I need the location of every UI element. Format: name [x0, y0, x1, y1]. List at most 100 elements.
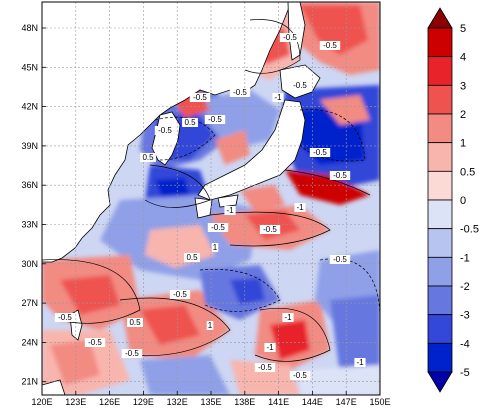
kyushu: [194, 197, 213, 219]
svg-text:1: 1: [213, 243, 218, 252]
svg-text:-0.5: -0.5: [293, 371, 307, 380]
lon-tick-label: 123E: [65, 397, 86, 407]
contour-label: 1: [206, 321, 214, 330]
lat-axis: 48N 45N 42N 39N 36N 33N 30N 27N 24N 21N: [21, 23, 46, 387]
lat-tick-label: 48N: [21, 23, 38, 33]
colorbar-box: [427, 199, 453, 230]
contour-label: -0.5: [189, 93, 211, 102]
svg-text:-1: -1: [226, 206, 234, 215]
colorbar-box: [427, 56, 453, 86]
svg-text:0.5: 0.5: [129, 318, 141, 327]
contour-label: -0.5: [229, 88, 251, 97]
contour-label: -0.5: [279, 33, 301, 42]
lat-tick-label: 24N: [21, 337, 38, 347]
plot-area: -0.5-0.5-0.5-0.5-0.5-10.5 -0.5-0.5-0.50.5…: [42, 2, 380, 395]
lon-tick-label: 147E: [336, 397, 357, 407]
svg-text:-0.5: -0.5: [208, 115, 222, 124]
colorbar-box: [427, 342, 453, 373]
korea: [151, 111, 181, 166]
contour-label: -0.5: [169, 290, 191, 299]
contour-label: -1: [282, 313, 294, 322]
contour-label: -1: [224, 206, 236, 215]
lon-tick-label: 141E: [268, 397, 289, 407]
lat-tick-label: 42N: [21, 102, 38, 112]
colorbar-label: -1: [460, 252, 470, 264]
lon-tick-label: 144E: [302, 397, 323, 407]
contour-label: -0.5: [289, 371, 311, 380]
colorbar-box: [427, 285, 453, 316]
contour-label: -0.5: [329, 255, 351, 264]
contour-label: -0.5: [121, 349, 143, 358]
contour-label: 0.5: [182, 118, 198, 127]
lat-tick-label: 36N: [21, 180, 38, 190]
contour-label: -0.5: [204, 115, 226, 124]
contour-label: -0.5: [207, 223, 229, 232]
svg-text:-0.5: -0.5: [283, 33, 297, 42]
svg-text:-1: -1: [296, 203, 304, 212]
colorbar: 5 4 3 2 1 0.5 0 -0.5 -1 -2 -3 -4 -5: [427, 7, 479, 393]
contour-label: -0.5: [154, 126, 176, 135]
contour-label: -0.5: [254, 363, 276, 372]
contour-label: -0.5: [259, 225, 281, 234]
contour-label: -0.5: [309, 148, 331, 157]
svg-text:-0.5: -0.5: [333, 255, 347, 264]
svg-text:-0.5: -0.5: [333, 171, 347, 180]
colorbar-label: 0: [460, 195, 466, 207]
lon-tick-label: 129E: [133, 397, 154, 407]
colorbar-label: 1: [460, 138, 466, 150]
colorbar-box: [427, 84, 453, 115]
contour-label: 0.5: [184, 253, 200, 262]
svg-text:-0.5: -0.5: [211, 223, 225, 232]
lon-tick-label: 135E: [200, 397, 221, 407]
contour-label: -1: [354, 358, 366, 367]
colorbar-label: -4: [460, 338, 470, 350]
lon-tick-label: 138E: [234, 397, 255, 407]
colorbar-label: 0.5: [460, 166, 475, 178]
svg-text:-0.5: -0.5: [125, 349, 139, 358]
svg-text:0.5: 0.5: [184, 118, 196, 127]
contour-label: -1: [294, 203, 306, 212]
lon-tick-label: 132E: [167, 397, 188, 407]
colorbar-box: [427, 113, 453, 144]
lat-tick-label: 39N: [21, 141, 38, 151]
colorbar-label: 3: [460, 80, 466, 92]
svg-text:0.5: 0.5: [142, 153, 154, 162]
svg-text:-0.5: -0.5: [258, 363, 272, 372]
lon-axis: 120E 123E 126E 129E 132E 135E 138E 141E 144E 147E…: [31, 391, 391, 407]
contour-label: 0.5: [127, 318, 143, 327]
svg-text:-0.5: -0.5: [233, 88, 247, 97]
lon-tick-label: 126E: [99, 397, 120, 407]
colorbar-label: 2: [460, 109, 466, 121]
colorbar-label: 4: [460, 52, 466, 64]
contour-label: 1: [211, 243, 219, 252]
lat-tick-label: 21N: [21, 377, 38, 387]
lon-tick-label: 150E: [369, 397, 390, 407]
svg-text:1: 1: [208, 321, 213, 330]
contour-label: -0.5: [54, 313, 76, 322]
contour-label: -1: [264, 343, 276, 352]
colorbar-box: [427, 27, 453, 58]
svg-text:-1: -1: [274, 93, 282, 102]
svg-text:-0.5: -0.5: [313, 148, 327, 157]
svg-text:-0.5: -0.5: [58, 313, 72, 322]
svg-text:0.5: 0.5: [186, 253, 198, 262]
colorbar-label: -2: [460, 281, 470, 293]
svg-text:-1: -1: [356, 358, 364, 367]
contour-label: -0.5: [329, 171, 351, 180]
svg-text:-1: -1: [284, 313, 292, 322]
contour-label: -0.5: [84, 338, 106, 347]
contour-label: -0.5: [319, 41, 341, 50]
lat-tick-label: 30N: [21, 259, 38, 269]
lat-tick-label: 33N: [21, 220, 38, 230]
lon-tick-label: 120E: [31, 397, 52, 407]
colorbar-box: [427, 314, 453, 344]
svg-text:-0.5: -0.5: [193, 93, 207, 102]
colorbar-box: [427, 228, 453, 258]
colorbar-label: 5: [460, 23, 466, 35]
colorbar-top-arrow: [427, 7, 453, 29]
colorbar-label: -3: [460, 310, 470, 322]
colorbar-box: [427, 256, 453, 287]
svg-text:-0.5: -0.5: [323, 41, 337, 50]
colorbar-box: [427, 170, 453, 201]
